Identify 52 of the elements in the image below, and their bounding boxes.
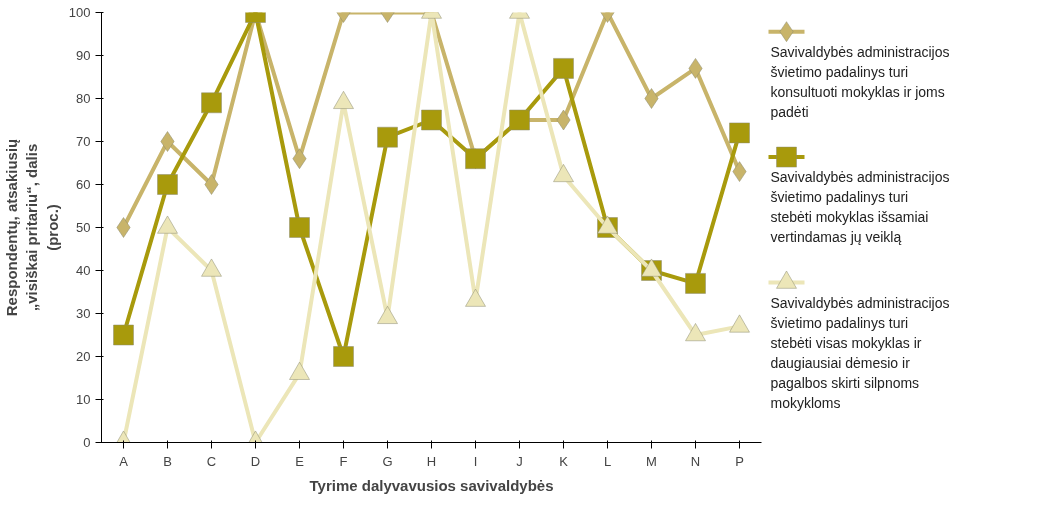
- y-tick-label: 60: [76, 177, 91, 192]
- y-tick-label: 70: [76, 134, 91, 149]
- y-tick-label: 80: [76, 91, 91, 106]
- point: [289, 361, 310, 380]
- y-tick-label: 50: [76, 220, 91, 235]
- x-tick-label: A: [119, 453, 129, 469]
- x-tick-label: K: [559, 453, 569, 469]
- legend-label: Savivaldybės administracijos švietimo padalinys turi konsultuoti mokyklas ir joms padėti: [770, 43, 950, 120]
- y-tick-label: 100: [68, 5, 91, 20]
- point: [421, 109, 442, 131]
- point: [685, 323, 706, 342]
- point: [289, 217, 310, 238]
- y-tick-label: 0: [83, 435, 91, 450]
- x-tick-label: D: [250, 453, 261, 469]
- y-axis-title: Respondentų, atsakiusių „visiškai pritariu“, dalis (proc.): [3, 138, 61, 317]
- point: [732, 161, 747, 182]
- y-tick-label: 30: [76, 306, 91, 321]
- legend-label: Savivaldybės administracijos švietimo padalinys turi stebėti mokyklas išsamiai vertindamas jų veiklą: [770, 169, 950, 246]
- x-tick-label: M: [646, 453, 657, 469]
- point: [157, 174, 178, 195]
- point: [157, 215, 178, 234]
- legend-label: Savivaldybės administracijos švietimo padalinys turi stebėti visas mokyklas ir daugiausiai dėmesio ir pagalbos skirti silpnoms mokykloms: [770, 294, 950, 411]
- x-tick-label: P: [735, 453, 744, 469]
- x-tick-label: H: [426, 453, 437, 469]
- point: [644, 88, 659, 109]
- point: [553, 58, 574, 79]
- point: [688, 58, 703, 79]
- point: [201, 258, 222, 277]
- x-tick-label: C: [206, 453, 217, 469]
- point: [377, 126, 398, 148]
- y-tick-label: 90: [76, 48, 91, 63]
- point: [201, 92, 222, 114]
- point: [465, 288, 486, 307]
- x-tick-label: J: [516, 453, 523, 469]
- y-tick-label: 40: [76, 263, 91, 278]
- x-tick-label: G: [382, 453, 393, 469]
- point: [377, 306, 398, 324]
- x-axis-title: Tyrime dalyvavusios savivaldybės: [309, 476, 554, 494]
- y-tick-label: 10: [76, 392, 91, 407]
- point: [729, 122, 750, 144]
- y-tick-label: 20: [76, 349, 91, 364]
- point: [160, 131, 175, 152]
- x-tick-label: B: [163, 453, 172, 469]
- x-tick-label: I: [473, 453, 478, 469]
- x-tick-label: N: [690, 453, 701, 469]
- point: [729, 314, 750, 333]
- point: [116, 217, 131, 238]
- x-tick-label: F: [339, 453, 348, 469]
- x-tick-label: L: [603, 453, 612, 469]
- point: [204, 174, 219, 195]
- x-tick-label: E: [295, 453, 305, 469]
- point: [292, 148, 307, 169]
